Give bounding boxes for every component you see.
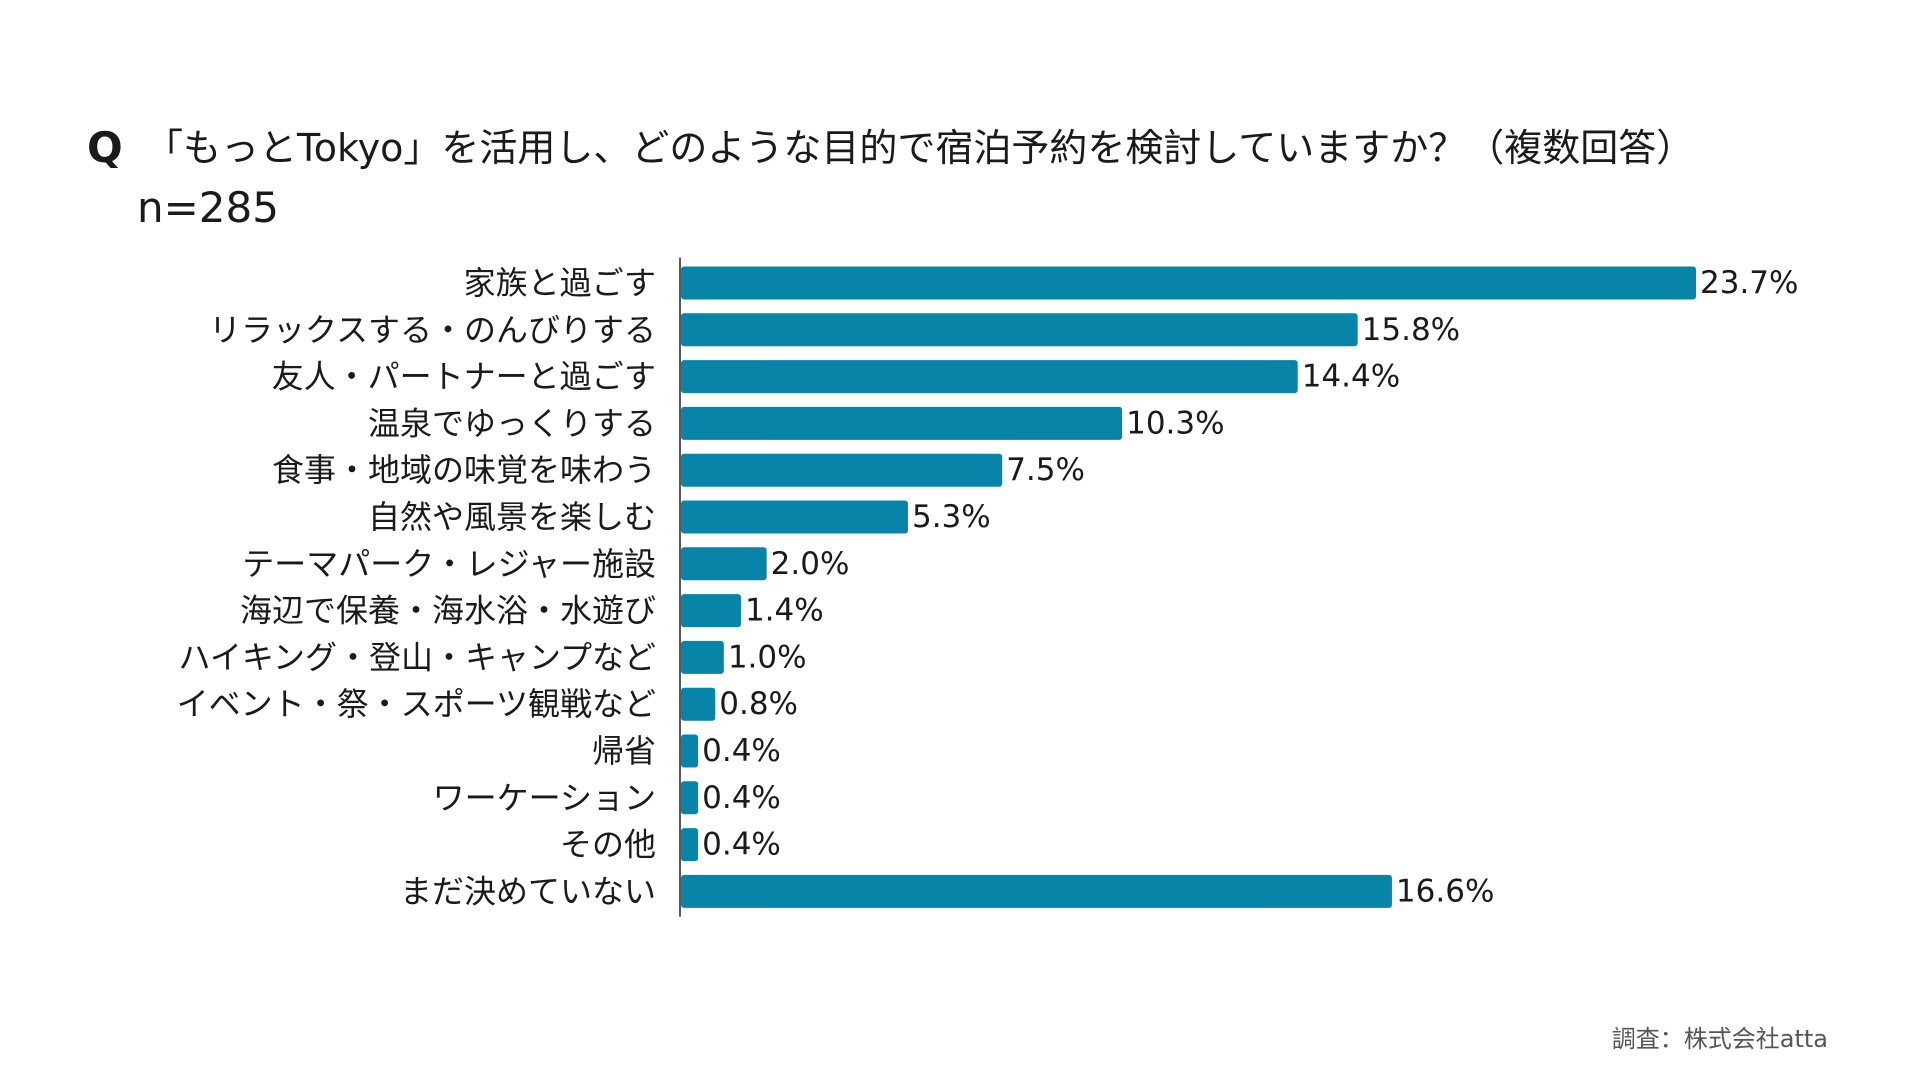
data-label: 0.4% (702, 780, 781, 816)
data-label: 2.0% (771, 546, 850, 582)
source-note: 調査：株式会社atta (1611, 1025, 1828, 1053)
bar (681, 594, 741, 628)
data-label: 10.3% (1126, 405, 1224, 441)
bar (681, 781, 699, 815)
bar (681, 547, 767, 581)
category-label: リラックスする・のんびりする (209, 311, 656, 349)
category-label: ワーケーション (433, 779, 656, 817)
bar (681, 734, 699, 768)
bar (681, 828, 699, 862)
data-label: 5.3% (912, 499, 991, 535)
category-label: イベント・祭・スポーツ観戦など (177, 685, 656, 723)
category-label: 自然や風景を楽しむ (368, 498, 656, 536)
data-label: 0.4% (702, 827, 781, 863)
category-label: 帰省 (592, 732, 656, 770)
data-label: 23.7% (1700, 265, 1798, 301)
data-label: 0.4% (702, 733, 781, 769)
category-label: 食事・地域の味覚を味わう (272, 451, 656, 489)
sample-size: n=285 (137, 183, 279, 232)
data-label: 1.4% (745, 593, 824, 629)
bar (681, 360, 1298, 394)
category-label: ハイキング・登山・キャンプなど (179, 638, 656, 676)
bar (681, 266, 1696, 300)
bar (681, 500, 908, 534)
category-label: 家族と過ごす (464, 264, 656, 302)
bar (681, 313, 1358, 347)
data-label: 14.4% (1302, 359, 1400, 395)
category-label: まだ決めていない (400, 872, 656, 910)
data-label: 0.8% (719, 686, 798, 722)
question-mark: Q (87, 123, 123, 172)
category-label: テーマパーク・レジャー施設 (242, 545, 656, 583)
category-label: 友人・パートナーと過ごす (272, 358, 656, 396)
data-label: 15.8% (1362, 312, 1460, 348)
data-label: 16.6% (1396, 873, 1494, 909)
data-label: 1.0% (728, 639, 807, 675)
category-label: 海辺で保養・海水浴・水遊び (240, 592, 656, 630)
category-label: 温泉でゆっくりする (368, 404, 656, 442)
bar (681, 874, 1392, 908)
data-label: 7.5% (1006, 452, 1085, 488)
bar (681, 640, 724, 674)
chart-title: 「もっとTokyo」を活用し、どのような目的で宿泊予約を検討していますか？（複数… (145, 126, 1695, 170)
bar (681, 687, 716, 721)
bar (681, 453, 1003, 487)
bar (681, 406, 1123, 440)
category-label: その他 (560, 826, 656, 864)
